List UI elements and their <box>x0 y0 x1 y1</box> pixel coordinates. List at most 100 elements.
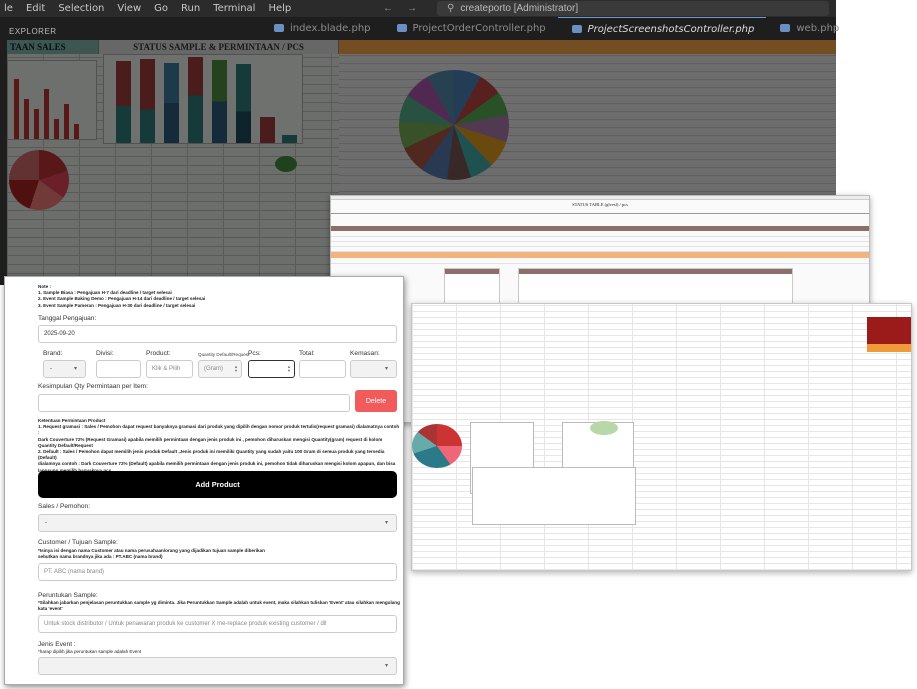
table-row <box>331 237 869 242</box>
brand-label: Brand: <box>43 350 63 357</box>
peruntukan-hint: *Silahkan jabarkan penjelasan peruntukka… <box>38 600 400 612</box>
tab-web-php[interactable]: web.php <box>766 17 851 39</box>
sales-bar-chart <box>7 60 97 140</box>
tab-project-order-controller[interactable]: ProjectOrderController.php <box>383 17 558 39</box>
sales-header: TAAN SALES <box>7 40 99 54</box>
menu-selection[interactable]: Selection <box>58 3 105 14</box>
hint-line: *Isinya isi dengan nama Customer atau na… <box>38 548 265 553</box>
menu-run[interactable]: Run <box>181 3 201 14</box>
add-product-button[interactable]: Add Product <box>38 471 397 498</box>
tab-label: ProjectOrderController.php <box>412 23 546 34</box>
menu-view[interactable]: View <box>117 3 142 14</box>
chart-bar <box>188 57 203 143</box>
pcs-label: Pcs: <box>248 350 261 357</box>
tab-label: ProjectScreenshotsController.php <box>587 24 755 35</box>
brand-select[interactable]: - ▾ <box>43 360 86 378</box>
highlight-row <box>331 252 869 258</box>
peruntukan-input[interactable]: Untuk stock distributor / Untuk penawara… <box>38 615 397 633</box>
total-label: Total: <box>299 350 315 357</box>
status-bar-chart <box>103 54 303 144</box>
stepper-icon[interactable]: ▲ ▼ <box>287 364 291 373</box>
chart-bar <box>164 63 179 143</box>
ketentuan-title: Ketentuan Permintaan Product <box>38 418 106 423</box>
menu-edit[interactable]: Edit <box>25 3 46 14</box>
chart-bar <box>14 79 19 139</box>
tab-index-blade[interactable]: index.blade.php <box>260 17 383 39</box>
column-header-bar <box>331 196 869 200</box>
total-input[interactable] <box>299 360 346 378</box>
red-header-band <box>867 317 911 344</box>
php-file-icon <box>780 24 791 32</box>
product-picker[interactable]: Klik & Pilih <box>146 360 193 378</box>
chevron-down-icon: ▾ <box>385 520 389 526</box>
chart-bar <box>74 124 79 139</box>
jenis-event-hint: *harap dipilih jika peruntukan sample ad… <box>38 649 142 654</box>
chart-bar <box>44 89 49 139</box>
ketentuan-block: Ketentuan Permintaan Product 1. Request … <box>38 418 400 474</box>
explorer-label: EXPLORER <box>9 27 57 36</box>
summary-table <box>472 467 636 525</box>
php-file-icon <box>571 25 582 33</box>
chevron-down-icon: ▾ <box>385 366 389 372</box>
sample-request-form: Note : 1. Sample Biasa : Pengajuan H-7 d… <box>4 276 404 685</box>
menu-help[interactable]: Help <box>268 3 292 14</box>
sales-label: Sales / Pemohon: <box>38 503 91 510</box>
chart-bar <box>116 61 131 143</box>
trend-header-band <box>339 40 836 54</box>
ketentuan-line: langsung memilih banyaknya pcs <box>38 468 400 474</box>
table-row <box>331 232 869 237</box>
chart-bar <box>212 60 227 143</box>
peruntukan-placeholder: Untuk stock distributor / Untuk penawara… <box>44 621 327 627</box>
pcs-input[interactable]: ▲ ▼ <box>248 360 295 378</box>
sales-pie-chart <box>9 150 69 210</box>
notes-block: Note : 1. Sample Biasa : Pengajuan H-7 d… <box>38 284 398 309</box>
kesimpulan-input[interactable] <box>38 394 350 412</box>
php-file-icon <box>274 24 284 32</box>
product-trend-pie <box>399 70 509 180</box>
tab-label: index.blade.php <box>290 23 371 34</box>
jenis-event-select[interactable]: ▾ <box>38 657 397 675</box>
note-title: Note : <box>38 284 52 289</box>
customer-input[interactable]: PT. ABC (nama brand) <box>38 563 397 581</box>
product-label: Product: <box>146 350 171 357</box>
tanggal-value: 2025-09-20 <box>44 331 75 337</box>
forward-arrow-icon[interactable]: → <box>407 3 417 14</box>
sales-select[interactable]: - ▾ <box>38 514 397 532</box>
qty-input[interactable]: (Gram) ▲ ▼ <box>198 360 242 378</box>
qty-placeholder: (Gram) <box>204 366 223 372</box>
chevron-down-icon: ▾ <box>385 663 389 669</box>
delete-button[interactable]: Delete <box>355 390 397 412</box>
note-line: 3. Event Sample Pameran : Pengajuan H-30… <box>38 302 196 308</box>
tab-project-screenshots-controller[interactable]: ProjectScreenshotsController.php <box>557 17 767 39</box>
customer-hint: *Isinya isi dengan nama Customer atau na… <box>38 548 398 560</box>
ketentuan-line: 2. Default : Sales / Pemohon dapat memil… <box>38 449 385 461</box>
note-line: 1. Sample Biasa : Pengajuan H-7 dari dea… <box>38 290 172 296</box>
menu-file[interactable]: le <box>4 3 13 14</box>
chevron-down-icon: ▾ <box>74 366 78 372</box>
customer-label: Customer / Tujuan Sample: <box>38 539 118 546</box>
hint-line: kata 'event' <box>38 606 63 612</box>
tab-label: web.php <box>796 23 840 34</box>
ketentuan-line: Quantity Default/Request <box>38 442 93 448</box>
kemasan-select[interactable]: ▾ <box>350 360 397 378</box>
menu-terminal[interactable]: Terminal <box>213 3 256 14</box>
menu-go[interactable]: Go <box>154 3 169 14</box>
peruntukan-label: Peruntukan Sample: <box>38 592 98 599</box>
chart-bar <box>24 99 29 139</box>
green-pie-chart <box>275 156 297 172</box>
ketentuan-line: 1. Request gramasi : Sales / Pemohon dap… <box>38 424 400 436</box>
chart-bar <box>64 104 69 139</box>
php-file-icon <box>396 24 407 32</box>
tanggal-input[interactable]: 2025-09-20 <box>38 325 397 343</box>
command-center-search[interactable]: ⚲ createporto [Administrator] <box>437 1 829 16</box>
back-arrow-icon[interactable]: ← <box>383 3 393 14</box>
table-row <box>331 247 869 252</box>
divisi-input[interactable] <box>96 360 141 378</box>
stepper-icon[interactable]: ▲ ▼ <box>234 364 238 373</box>
status-table-header-row <box>331 226 869 231</box>
hint-line: sebutkan nama brandnya jika ada : PT.ABC… <box>38 554 163 560</box>
table-header <box>445 269 499 274</box>
table-row <box>331 242 869 247</box>
green-pie-chart <box>590 421 618 435</box>
